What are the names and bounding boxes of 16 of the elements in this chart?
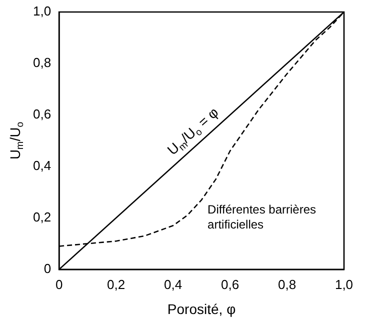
x-tick-label: 0,6 xyxy=(220,276,240,292)
annotation: Différentes barrières artificielles xyxy=(208,202,316,232)
x-tick-label: 0,8 xyxy=(278,276,296,292)
y-axis-title: Um/Uo xyxy=(6,121,26,160)
x-axis-title: Porosité, φ xyxy=(167,300,236,317)
y-tick-label: 0,2 xyxy=(32,210,52,224)
x-tick-label: 0 xyxy=(55,276,63,292)
y-tick-label: 1,0 xyxy=(32,4,52,19)
x-tick-label: 0,2 xyxy=(107,276,126,292)
y-tick-label: 0,6 xyxy=(32,106,52,122)
annotation: Um/Uo = φ xyxy=(164,104,222,158)
y-tick-label: 0,8 xyxy=(32,55,52,70)
x-tick-label: 1,0 xyxy=(334,276,354,292)
x-tick-label: 0,4 xyxy=(164,276,182,292)
y-tick-label: 0,4 xyxy=(32,158,52,174)
y-tick-label: 0 xyxy=(44,260,52,276)
